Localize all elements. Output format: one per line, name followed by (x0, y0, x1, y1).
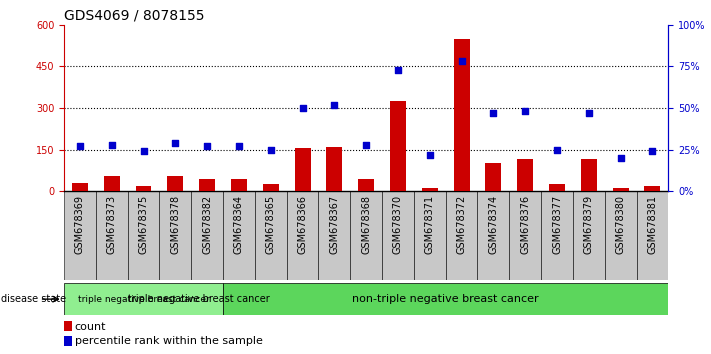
Bar (414, 191, 446, 280)
Bar (644, 185, 661, 191)
Text: GDS4069 / 8078155: GDS4069 / 8078155 (64, 8, 205, 22)
Bar (382, 191, 414, 280)
Bar (509, 191, 541, 280)
Bar (605, 191, 636, 280)
Text: GSM678373: GSM678373 (107, 195, 117, 254)
Bar (518, 159, 533, 191)
Text: GSM678370: GSM678370 (393, 195, 403, 254)
Bar (191, 191, 223, 280)
Point (297, 105, 309, 111)
Bar (255, 191, 287, 280)
Point (424, 152, 435, 158)
Bar (573, 191, 605, 280)
Bar (613, 188, 629, 191)
Text: GSM678372: GSM678372 (456, 195, 466, 254)
Bar (223, 191, 255, 280)
Text: GSM678377: GSM678377 (552, 195, 562, 254)
Bar (72, 183, 88, 191)
Text: GSM678374: GSM678374 (488, 195, 498, 254)
Bar (64, 283, 223, 315)
Point (233, 143, 245, 149)
Point (170, 140, 181, 146)
Point (615, 155, 626, 161)
Point (551, 147, 562, 152)
Bar (167, 176, 183, 191)
Text: GSM678371: GSM678371 (424, 195, 435, 254)
Bar (136, 185, 151, 191)
Text: disease state: disease state (1, 294, 66, 304)
Text: triple negative breast cancer: triple negative breast cancer (77, 295, 209, 304)
Text: triple negative breast cancer: triple negative breast cancer (128, 294, 270, 304)
Bar (64, 321, 72, 331)
Text: count: count (75, 321, 106, 332)
Point (583, 110, 594, 116)
Bar (636, 191, 668, 280)
Point (392, 67, 404, 73)
Point (488, 110, 499, 116)
Point (265, 147, 277, 152)
Point (456, 58, 467, 64)
Point (647, 148, 658, 154)
Bar (541, 191, 573, 280)
Bar (294, 148, 311, 191)
Text: GSM678376: GSM678376 (520, 195, 530, 254)
Bar (581, 159, 597, 191)
Text: GSM678382: GSM678382 (202, 195, 212, 254)
Text: GSM678364: GSM678364 (234, 195, 244, 254)
Bar (486, 164, 501, 191)
Point (138, 148, 149, 154)
Bar (231, 179, 247, 191)
Bar (223, 283, 668, 315)
Text: GSM678375: GSM678375 (139, 195, 149, 254)
Bar (351, 191, 382, 280)
Text: percentile rank within the sample: percentile rank within the sample (75, 336, 262, 346)
Bar (287, 191, 319, 280)
Bar (159, 191, 191, 280)
Point (520, 108, 531, 114)
Bar (478, 191, 509, 280)
Text: GSM678369: GSM678369 (75, 195, 85, 254)
Bar (263, 184, 279, 191)
Point (201, 143, 213, 149)
Text: GSM678380: GSM678380 (616, 195, 626, 254)
Bar (549, 184, 565, 191)
Bar (64, 191, 96, 280)
Text: GSM678381: GSM678381 (648, 195, 658, 254)
Bar (127, 191, 159, 280)
Point (74, 143, 85, 149)
Point (360, 142, 372, 147)
Text: GSM678378: GSM678378 (171, 195, 181, 254)
Text: GSM678367: GSM678367 (329, 195, 339, 254)
Bar (358, 179, 374, 191)
Text: GSM678365: GSM678365 (266, 195, 276, 254)
Bar (422, 188, 438, 191)
Bar (446, 191, 478, 280)
Bar (326, 147, 342, 191)
Bar (104, 176, 119, 191)
Bar (319, 191, 351, 280)
Point (328, 102, 340, 108)
Bar (454, 39, 469, 191)
Point (106, 142, 117, 147)
Text: non-triple negative breast cancer: non-triple negative breast cancer (353, 294, 539, 304)
Text: GSM678379: GSM678379 (584, 195, 594, 254)
Bar (390, 101, 406, 191)
Text: GSM678368: GSM678368 (361, 195, 371, 254)
Bar (199, 179, 215, 191)
Text: GSM678366: GSM678366 (297, 195, 308, 254)
Bar (96, 191, 127, 280)
Bar (64, 336, 72, 346)
